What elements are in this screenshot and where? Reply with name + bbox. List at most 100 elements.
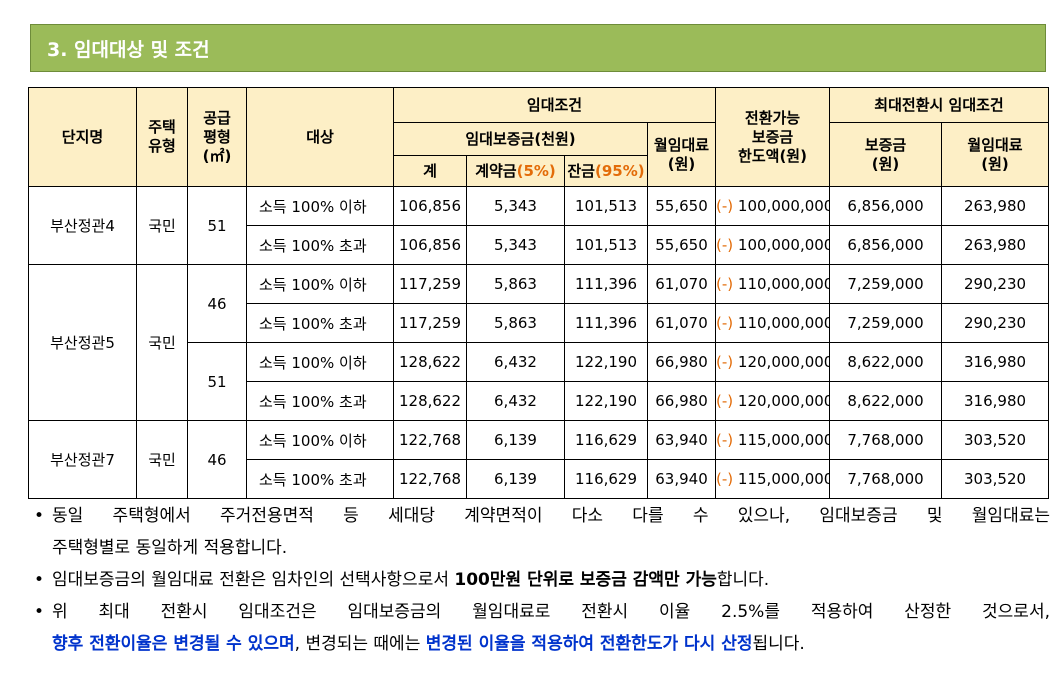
header-deposit: 임대보증금(천원) xyxy=(393,122,648,156)
note-item: • 임대보증금의 월임대료 전환은 임차인의 선택사항으로서 100만원 단위로… xyxy=(34,564,1050,596)
monthly-cell: 63,940 xyxy=(646,459,717,499)
total-cell: 128,622 xyxy=(393,342,467,382)
header-total: 계 xyxy=(393,155,467,187)
note-item: • 위 최대 전환시 임대조건은 임대보증금의 월임대료로 전환시 이율 2.5… xyxy=(34,596,1050,660)
header-conversion-limit: 전환가능 보증금 한도액(원) xyxy=(715,87,831,187)
header-balance: 잔금(95%) xyxy=(564,155,648,187)
total-cell: 106,856 xyxy=(393,225,467,265)
complex-name: 부산정관4 xyxy=(28,186,137,265)
header-max-deposit: 보증금 (원) xyxy=(829,122,943,187)
section-title: 3. 임대대상 및 조건 xyxy=(47,38,210,61)
monthly-cell: 63,940 xyxy=(646,420,717,460)
max-monthly-cell: 303,520 xyxy=(941,420,1050,460)
max-deposit-cell: 8,622,000 xyxy=(829,381,943,421)
monthly-cell: 61,070 xyxy=(646,303,717,343)
header-max-monthly: 월임대료 (원) xyxy=(941,122,1050,187)
target-cell: 소득 100% 초과 xyxy=(246,303,394,343)
header-target: 대상 xyxy=(246,87,394,187)
section-title-bar: 3. 임대대상 및 조건 xyxy=(30,24,1046,72)
conversion-cell: (-) 100,000,000 xyxy=(715,186,831,226)
conversion-cell: (-) 100,000,000 xyxy=(715,225,831,265)
housing-type: 국민 xyxy=(136,420,188,499)
header-complex: 단지명 xyxy=(28,87,137,187)
header-rent-conditions: 임대조건 xyxy=(392,87,717,123)
supply-area: 46 xyxy=(187,264,247,343)
max-monthly-cell: 290,230 xyxy=(941,264,1050,304)
table-row: 부산정관4 국민 51 소득 100% 이하 106,856 5,343 101… xyxy=(28,186,1050,265)
max-deposit-cell: 6,856,000 xyxy=(829,225,943,265)
balance-cell: 111,396 xyxy=(564,264,648,304)
target-cell: 소득 100% 이하 xyxy=(246,264,394,304)
supply-area: 46 xyxy=(187,420,247,499)
max-deposit-cell: 7,259,000 xyxy=(829,264,943,304)
header-area: 공급 평형 (㎡) xyxy=(187,87,247,187)
bullet-icon: • xyxy=(34,506,45,526)
balance-cell: 122,190 xyxy=(564,381,648,421)
note-text: 위 최대 전환시 임대조건은 임대보증금의 월임대료로 전환시 이율 2.5%를… xyxy=(52,602,1050,622)
rent-conditions-table: 단지명 주택 유형 공급 평형 (㎡) 대상 임대조건 전환가능 보증금 한도액(원) 최… xyxy=(28,87,1050,499)
note-text: 주택형별로 동일하게 적용합니다. xyxy=(52,538,288,558)
contract-cell: 6,139 xyxy=(466,459,565,499)
note-text: 임대보증금의 월임대료 전환은 임차인의 선택사항으로서 100만원 단위로 보… xyxy=(52,570,770,590)
total-cell: 117,259 xyxy=(393,264,467,304)
monthly-cell: 66,980 xyxy=(646,342,717,382)
max-monthly-cell: 263,980 xyxy=(941,225,1050,265)
target-cell: 소득 100% 이하 xyxy=(246,420,394,460)
supply-area: 51 xyxy=(187,342,247,421)
target-cell: 소득 100% 초과 xyxy=(246,225,394,265)
max-monthly-cell: 290,230 xyxy=(941,303,1050,343)
total-cell: 122,768 xyxy=(393,459,467,499)
conversion-cell: (-) 115,000,000 xyxy=(715,420,831,460)
max-monthly-cell: 316,980 xyxy=(941,342,1050,382)
total-cell: 106,856 xyxy=(393,186,467,226)
total-cell: 128,622 xyxy=(393,381,467,421)
max-deposit-cell: 6,856,000 xyxy=(829,186,943,226)
note-item: • 동일 주택형에서 주거전용면적 등 세대당 계약면적이 다소 다를 수 있으… xyxy=(34,500,1050,564)
max-deposit-cell: 7,259,000 xyxy=(829,303,943,343)
target-cell: 소득 100% 이하 xyxy=(246,186,394,226)
table-row: 부산정관7 국민 46 소득 100% 이하 122,768 6,139 116… xyxy=(28,420,1050,499)
max-deposit-cell: 7,768,000 xyxy=(829,459,943,499)
conversion-cell: (-) 110,000,000 xyxy=(715,303,831,343)
balance-cell: 122,190 xyxy=(564,342,648,382)
monthly-cell: 55,650 xyxy=(646,225,717,265)
header-max-conversion: 최대전환시 임대조건 xyxy=(829,87,1050,123)
monthly-cell: 66,980 xyxy=(646,381,717,421)
conversion-cell: (-) 110,000,000 xyxy=(715,264,831,304)
contract-cell: 6,432 xyxy=(466,381,565,421)
contract-cell: 6,139 xyxy=(466,420,565,460)
conversion-cell: (-) 120,000,000 xyxy=(715,381,831,421)
housing-type: 국민 xyxy=(136,264,188,421)
balance-cell: 101,513 xyxy=(564,186,648,226)
balance-cell: 111,396 xyxy=(564,303,648,343)
contract-cell: 5,343 xyxy=(466,225,565,265)
bullet-icon: • xyxy=(34,602,45,622)
contract-cell: 5,863 xyxy=(466,303,565,343)
complex-name: 부산정관5 xyxy=(28,264,137,421)
housing-type: 국민 xyxy=(136,186,188,265)
contract-cell: 5,343 xyxy=(466,186,565,226)
note-text: 동일 주택형에서 주거전용면적 등 세대당 계약면적이 다소 다를 수 있으나,… xyxy=(52,506,1050,526)
monthly-cell: 55,650 xyxy=(646,186,717,226)
target-cell: 소득 100% 초과 xyxy=(246,381,394,421)
supply-area: 51 xyxy=(187,186,247,265)
header-contract: 계약금(5%) xyxy=(466,155,565,187)
total-cell: 122,768 xyxy=(393,420,467,460)
balance-cell: 116,629 xyxy=(564,420,648,460)
notes-list: • 동일 주택형에서 주거전용면적 등 세대당 계약면적이 다소 다를 수 있으… xyxy=(34,500,1050,660)
conversion-cell: (-) 120,000,000 xyxy=(715,342,831,382)
max-deposit-cell: 8,622,000 xyxy=(829,342,943,382)
contract-cell: 6,432 xyxy=(466,342,565,382)
max-monthly-cell: 316,980 xyxy=(941,381,1050,421)
max-deposit-cell: 7,768,000 xyxy=(829,420,943,460)
target-cell: 소득 100% 초과 xyxy=(246,459,394,499)
table-row: 소득 100% 초과 122,768 6,139 116,629 63,940 … xyxy=(29,459,1050,499)
max-monthly-cell: 263,980 xyxy=(941,186,1050,226)
contract-cell: 5,863 xyxy=(466,264,565,304)
header-type: 주택 유형 xyxy=(136,87,188,187)
monthly-cell: 61,070 xyxy=(646,264,717,304)
table-row: 부산정관5 국민 46 소득 100% 이하 117,259 5,863 111… xyxy=(28,264,1050,421)
target-cell: 소득 100% 이하 xyxy=(246,342,394,382)
bullet-icon: • xyxy=(34,570,45,590)
balance-cell: 116,629 xyxy=(564,459,648,499)
